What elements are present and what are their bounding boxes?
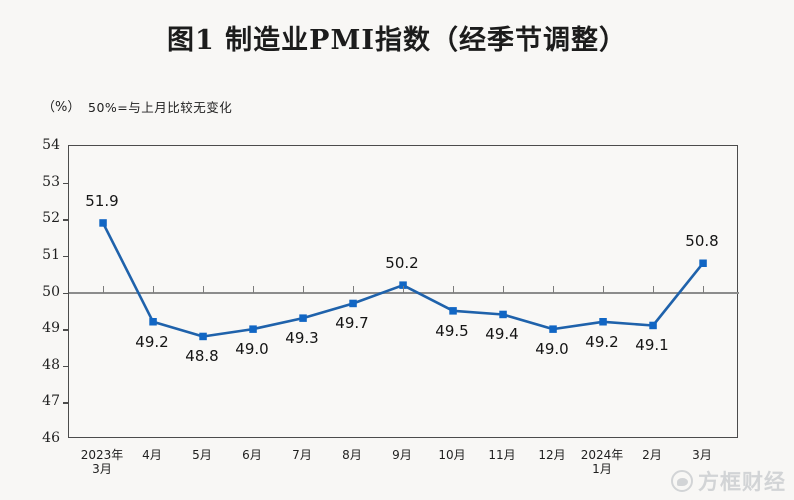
x-category-line-1: 10月 [438, 448, 466, 462]
x-axis-tick [403, 285, 405, 293]
y-axis-unit-label: （%） [42, 100, 81, 115]
data-point-label: 49.5 [435, 321, 469, 340]
x-axis-tick [453, 285, 455, 293]
y-tick-label: 47 [42, 393, 60, 410]
weibo-logo-icon [671, 470, 693, 492]
x-category-line-1: 12月 [538, 448, 566, 462]
x-category-label: 12月 [538, 448, 565, 462]
baseline-note-label: 50%=与上月比较无变化 [88, 100, 233, 115]
x-axis-tick [103, 285, 105, 293]
data-point-label: 49.4 [485, 325, 519, 344]
data-point-label: 49.7 [335, 314, 369, 333]
reference-line-50 [69, 291, 739, 294]
x-category-line-2: 3月 [92, 462, 112, 476]
x-category-label: 8月 [342, 448, 362, 462]
x-axis-tick [553, 285, 555, 293]
pmi-series [99, 219, 707, 341]
data-point-marker [149, 318, 157, 326]
x-category-label: 5月 [192, 448, 212, 462]
x-category-line-1: 7月 [292, 448, 312, 462]
data-point-marker [549, 325, 557, 333]
data-point-marker [499, 310, 507, 319]
x-category-label: 2023年 3月 [81, 448, 124, 476]
x-category-line-1: 8月 [342, 448, 362, 462]
data-point-label: 49.0 [235, 340, 269, 359]
x-category-line-1: 6月 [242, 448, 262, 462]
data-point-label: 50.8 [685, 232, 719, 251]
y-tick-label: 48 [42, 356, 60, 373]
x-category-label: 9月 [392, 448, 412, 462]
y-axis-tick [63, 255, 69, 258]
watermark-label: 方框财经 [698, 470, 786, 494]
x-category-label: 6月 [242, 448, 262, 462]
watermark: 方框财经 [671, 466, 786, 496]
x-category-line-1: 4月 [142, 448, 162, 462]
x-category-label: 2月 [642, 448, 662, 462]
data-point-marker [249, 325, 257, 333]
data-point-marker [199, 332, 207, 341]
x-category-label: 4月 [142, 448, 162, 462]
data-point-marker [349, 299, 357, 308]
x-category-label: 2024年 1月 [581, 448, 624, 476]
data-point-label: 51.9 [85, 191, 119, 210]
y-tick-label: 46 [42, 430, 60, 446]
pmi-line [101, 221, 705, 338]
data-point-marker [399, 281, 407, 289]
data-point-marker [449, 307, 457, 315]
data-point-marker [599, 318, 607, 326]
data-point-label: 49.3 [285, 329, 319, 348]
x-category-line-1: 2023年 [80, 448, 124, 462]
y-axis-tick [63, 402, 69, 404]
y-axis-tick [63, 219, 69, 221]
data-point-label: 50.2 [385, 254, 419, 273]
x-axis-tick [153, 285, 155, 293]
page-title: 图1 制造业PMI指数（经季节调整） [166, 25, 627, 56]
x-category-line-1: 3月 [692, 448, 712, 462]
x-axis-tick [203, 285, 205, 293]
data-point-marker [699, 259, 707, 267]
x-axis-tick [503, 285, 505, 293]
data-point-marker [649, 321, 657, 330]
x-category-label: 10月 [438, 448, 465, 462]
data-point-label: 49.2 [135, 332, 169, 351]
x-category-line-1: 11月 [488, 448, 516, 462]
y-axis-tick [63, 365, 69, 368]
data-point-marker [299, 314, 307, 322]
plot-area [63, 145, 739, 438]
data-point-label: 49.0 [535, 340, 569, 359]
x-category-line-1: 5月 [192, 448, 212, 462]
data-point-label: 49.1 [635, 336, 669, 355]
pmi-markers [99, 219, 707, 341]
x-axis-tick [303, 285, 305, 293]
y-axis-tick [63, 329, 69, 331]
y-tick-label: 52 [42, 210, 60, 227]
x-axis-tick [253, 285, 255, 293]
x-category-label: 3月 [692, 448, 712, 462]
y-tick-label: 53 [42, 173, 60, 190]
y-tick-label: 50 [42, 283, 60, 300]
y-axis-tick [63, 182, 69, 185]
data-point-marker [99, 219, 107, 227]
y-tick-label: 54 [42, 137, 60, 153]
x-axis-tick [603, 285, 605, 293]
x-category-line-1: 2月 [642, 448, 662, 462]
x-axis-tick [653, 285, 655, 293]
data-point-label: 48.8 [185, 347, 219, 366]
y-tick-label: 51 [42, 246, 60, 263]
y-tick-label: 49 [42, 320, 60, 337]
x-axis-tick [703, 285, 705, 293]
x-category-label: 11月 [488, 448, 515, 462]
y-axis-tick [63, 292, 69, 294]
x-category-label: 7月 [292, 448, 312, 462]
x-category-line-1: 2024年 [580, 448, 624, 462]
x-axis-tick [353, 285, 355, 293]
data-point-label: 49.2 [585, 332, 619, 351]
x-category-line-2: 1月 [592, 462, 612, 476]
x-category-line-1: 9月 [392, 448, 412, 462]
